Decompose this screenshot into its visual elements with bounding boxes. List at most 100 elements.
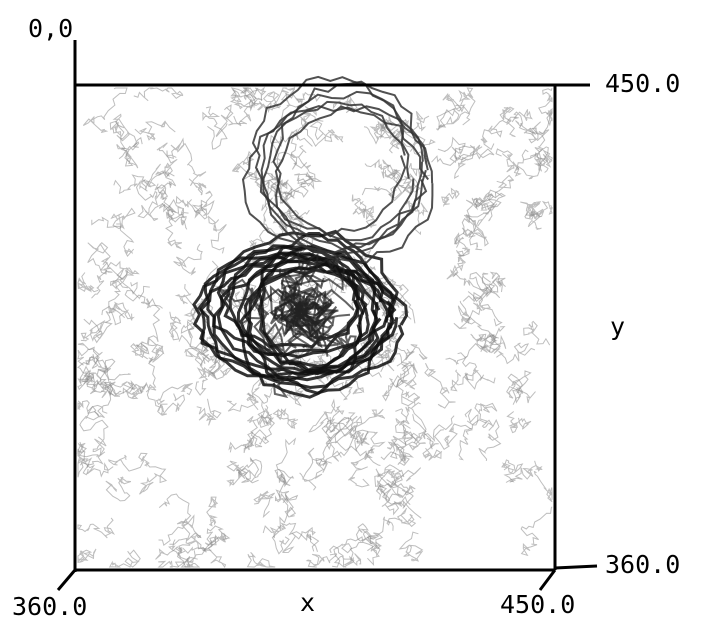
texture-stroke [79,365,112,383]
texture-stroke [322,416,357,473]
texture-stroke [215,104,248,138]
texture-stroke [108,549,141,568]
texture-stroke [364,158,399,180]
y-axis-label: y [610,312,625,341]
texture-stroke [175,195,207,219]
texture-stroke [431,136,466,166]
texture-stroke [76,441,93,476]
texture-stroke [399,110,430,132]
texture-stroke [143,166,177,188]
texture-stroke [476,334,507,354]
texture-stroke [332,530,376,568]
texture-stroke [380,445,410,466]
texture-stroke [382,480,416,502]
texture-stroke [530,200,553,220]
texture-stroke [349,532,384,567]
texture-stroke [520,201,541,216]
texture-stroke [534,146,553,168]
texture-stroke [296,294,338,329]
texture-stroke [375,483,422,519]
texture-stroke [533,470,553,503]
texture-stroke [454,232,471,257]
texture-stroke [339,378,365,401]
texture-stroke [108,269,150,319]
texture-stroke [299,447,325,491]
texture-stroke [77,342,100,391]
texture-stroke [102,358,136,397]
texture-stroke [281,253,336,313]
texture-stroke [108,452,150,472]
texture-stroke [188,171,207,196]
texture-stroke [135,180,173,201]
texture-stroke [269,273,344,320]
texture-stroke [466,402,498,426]
texture-stroke [145,357,165,415]
texture-stroke [365,332,399,359]
texture-stroke [87,241,111,275]
texture-stroke [395,405,433,450]
texture-stroke [124,281,163,309]
texture-stroke [228,401,276,454]
origin-label: 0,0 [28,14,73,43]
texture-stroke [315,423,341,467]
texture-stroke [155,382,193,406]
texture-stroke [272,80,424,242]
texture-stroke [524,208,542,231]
texture-stroke [453,198,478,245]
texture-stroke [206,496,219,527]
texture-stroke [237,457,263,484]
texture-stroke [278,268,301,319]
texture-stroke [231,150,255,178]
texture-stroke [244,264,370,368]
texture-stroke [422,437,443,461]
x-right-label: 450.0 [500,590,575,619]
texture-stroke [130,342,150,360]
texture-stroke [247,410,272,445]
texture-stroke [188,534,227,569]
texture-stroke [137,195,174,222]
texture-stroke [441,187,460,208]
texture-stroke [158,518,202,547]
texture-stroke [471,189,503,208]
x-left-label: 360.0 [12,592,87,621]
texture-stroke [506,411,532,434]
texture-stroke [478,418,502,461]
texture-stroke [262,100,415,258]
texture-stroke [269,131,299,170]
texture-stroke [376,464,422,488]
texture-stroke [351,194,367,219]
texture-stroke [79,415,109,456]
texture-stroke [229,87,252,110]
texture-stroke [398,531,424,562]
texture-stroke [77,442,106,468]
texture-stroke [465,202,498,238]
texture-stroke [511,109,533,127]
texture-stroke [507,370,536,404]
texture-stroke [433,423,474,450]
texture-stroke [112,113,143,148]
texture-stroke [82,87,128,133]
texture-stroke [410,414,455,444]
texture-stroke [275,437,297,488]
texture-stroke [297,145,323,186]
texture-stroke [496,342,536,365]
texture-stroke [207,215,227,254]
texture-stroke [158,493,202,538]
texture-stroke [470,326,506,344]
texture-stroke [461,227,489,251]
texture-stroke [173,243,203,276]
texture-stroke [356,431,386,455]
texture-stroke [450,369,485,392]
texture-stroke [246,378,276,405]
texture-stroke [499,106,516,138]
texture-stroke [362,205,377,229]
texture-stroke [381,363,410,402]
texture-stroke [313,359,350,389]
texture-stroke [113,163,161,195]
axis-line [538,569,557,591]
axis-line [56,569,77,591]
texture-stroke [382,159,408,187]
texture-stroke [396,373,421,409]
texture-stroke [77,451,114,478]
texture-stroke [136,297,161,352]
